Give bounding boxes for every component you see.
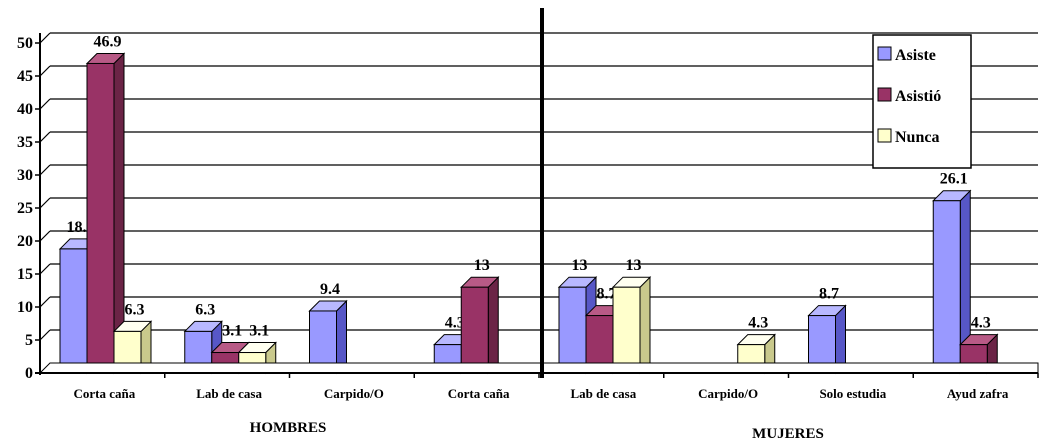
- y-tick-label: 35: [17, 134, 33, 151]
- gridline-diagonal: [39, 65, 51, 77]
- bar-asisti-3: [460, 275, 500, 375]
- y-tick-label: 15: [17, 266, 33, 283]
- legend-label: Asiste: [895, 47, 936, 64]
- x-category-label: Corta caña: [74, 386, 136, 401]
- x-category-label: Carpido/O: [698, 386, 758, 401]
- data-label: 13: [474, 257, 490, 274]
- data-label: 13: [626, 257, 642, 274]
- bar-asisti-0: [85, 52, 126, 375]
- x-category-label: Lab de casa: [196, 386, 262, 401]
- gridline-diagonal: [39, 32, 51, 44]
- legend-swatch: [877, 87, 892, 102]
- gridline-diagonal: [39, 263, 51, 275]
- bars: 18.86.39.44.3138.726.146.93.1138.74.36.3…: [58, 33, 999, 375]
- bar-nunca-4: [611, 275, 652, 375]
- data-label: 8.7: [597, 286, 617, 303]
- y-tick-label: 30: [17, 167, 33, 184]
- data-label: 26.1: [940, 171, 968, 188]
- data-label: 8.7: [819, 286, 839, 303]
- data-label: 3.1: [249, 323, 269, 340]
- group-labels: HOMBRES MUJERES: [250, 420, 824, 442]
- x-axis-categories: Corta caña Lab de casa Carpido/O Corta caña…: [74, 373, 1039, 401]
- x-category-label: Corta caña: [448, 386, 510, 401]
- y-tick-label: 0: [25, 365, 33, 382]
- bar-asiste-7: [932, 189, 972, 375]
- bar-side: [336, 299, 347, 375]
- gridline-diagonal: [39, 164, 51, 176]
- group-label-hombres: HOMBRES: [250, 420, 327, 436]
- x-category-label: Lab de casa: [571, 386, 637, 401]
- y-tick-label: 25: [17, 200, 33, 217]
- axes: [35, 8, 1039, 378]
- gridline-diagonal: [39, 197, 51, 209]
- y-tick-label: 45: [17, 68, 33, 85]
- bar-front: [86, 62, 115, 374]
- y-tick-label: 40: [17, 101, 33, 118]
- bar-asiste-2: [308, 299, 348, 375]
- legend-label: Asistió: [895, 88, 941, 105]
- x-category-label: Solo estudia: [819, 386, 886, 401]
- x-category-label: Ayud zafra: [947, 386, 1009, 401]
- bar-front: [460, 286, 489, 374]
- data-label: 46.9: [94, 33, 122, 50]
- bar-front: [558, 286, 587, 374]
- data-label: 6.3: [195, 301, 215, 318]
- y-tick-label: 50: [17, 35, 33, 52]
- gridline-diagonal: [39, 329, 51, 341]
- gridline-diagonal: [39, 98, 51, 110]
- bar-front: [932, 200, 961, 374]
- gridline-diagonal: [39, 131, 51, 143]
- bar-front: [612, 286, 641, 374]
- legend-swatch: [877, 46, 892, 61]
- gridline-diagonal: [39, 296, 51, 308]
- x-category-label: Carpido/O: [324, 386, 384, 401]
- data-label: 6.3: [125, 301, 145, 318]
- bar-side: [639, 275, 651, 375]
- bar-side: [487, 275, 499, 375]
- data-label: 4.3: [445, 315, 465, 332]
- y-tick-label: 20: [17, 233, 33, 250]
- data-label: 9.4: [320, 281, 340, 298]
- y-tick-label: 5: [25, 332, 33, 349]
- y-tick-label: 10: [17, 299, 33, 316]
- group-label-mujeres: MUJERES: [752, 426, 824, 442]
- chart-floor: [38, 362, 1039, 374]
- data-label: 13: [572, 257, 588, 274]
- legend-label: Nunca: [895, 129, 939, 146]
- y-axis-ticks: 0 5 10 15 20 25 30 35 40 45 50: [17, 35, 40, 382]
- data-label: 4.3: [971, 315, 991, 332]
- bar-front: [59, 248, 88, 374]
- data-label: 4.3: [748, 315, 768, 332]
- legend-swatch: [877, 128, 892, 143]
- legend: Asiste Asistió Nunca: [872, 34, 972, 169]
- data-label: 3.1: [222, 323, 242, 340]
- gridline-diagonal: [39, 230, 51, 242]
